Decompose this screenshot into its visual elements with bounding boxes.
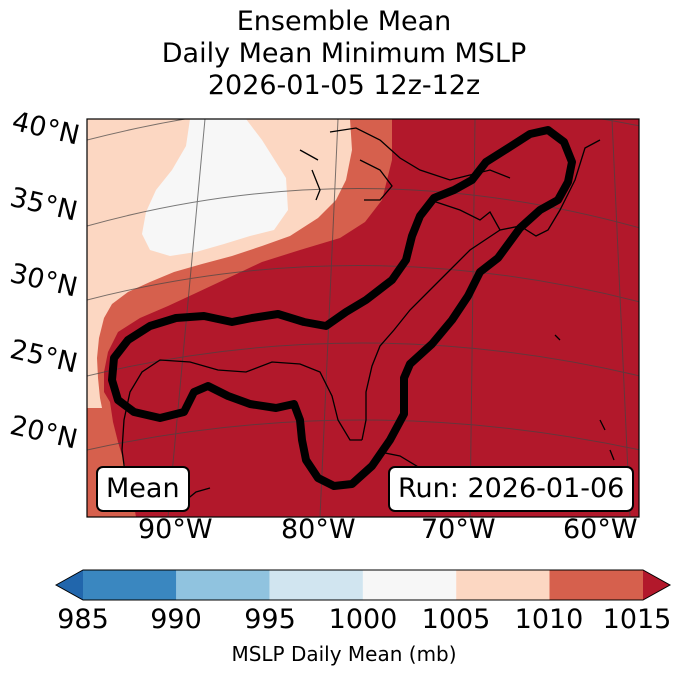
colorbar-tick-985: 985 (57, 604, 109, 635)
colorbar-segment-1005-1010 (456, 570, 550, 600)
colorbar-outline (54, 569, 672, 601)
colorbar-segment-1000-1005 (362, 570, 457, 600)
colorbar-segment-985-990 (83, 570, 177, 600)
colorbar-segment-995-1000 (269, 570, 363, 600)
lon-label-60w: 60°W (563, 514, 638, 545)
colorbar-label: MSLP Daily Mean (mb) (231, 642, 457, 666)
graticule (87, 119, 639, 517)
title-line-2: Daily Mean Minimum MSLP (161, 38, 527, 69)
colorbar-tick-1000: 1000 (328, 604, 398, 635)
colorbar-under-triangle (56, 570, 83, 600)
mean-label-box: Mean (96, 466, 190, 512)
colorbar-tick-1010: 1010 (514, 604, 584, 635)
colorbar-segment-990-995 (176, 570, 270, 600)
field-995-1000 (142, 119, 288, 256)
title-line-1: Ensemble Mean (236, 6, 452, 37)
colorbar-tick-990: 990 (150, 604, 202, 635)
map-area (87, 119, 639, 517)
coastlines (121, 127, 615, 511)
colorbar-segment-1010-1015 (549, 570, 643, 600)
map-frame (86, 118, 640, 518)
probability-contour (108, 126, 576, 490)
colorbar-tick-995: 995 (244, 604, 296, 635)
lon-label-80w: 80°W (281, 514, 356, 545)
run-date-label-box: Run: 2026-01-06 (388, 466, 635, 512)
colorbar-over-triangle (643, 570, 670, 600)
colorbar-tick-1005: 1005 (421, 604, 491, 635)
title-line-3: 2026-01-05 12z-12z (207, 70, 481, 101)
colorbar (54, 569, 672, 601)
lon-label-70w: 70°W (421, 514, 496, 545)
lon-label-90w: 90°W (138, 514, 213, 545)
colorbar-tick-1015: 1015 (602, 604, 672, 635)
